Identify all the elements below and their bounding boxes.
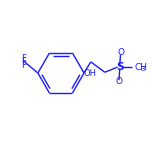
Text: S: S — [116, 62, 124, 72]
Text: F: F — [22, 54, 26, 63]
Text: CH: CH — [135, 63, 148, 72]
Text: 3: 3 — [140, 66, 145, 72]
Text: O: O — [116, 78, 123, 86]
Text: F: F — [22, 61, 26, 70]
Text: OH: OH — [83, 69, 97, 78]
Text: O: O — [117, 48, 124, 57]
Text: F: F — [22, 57, 26, 66]
